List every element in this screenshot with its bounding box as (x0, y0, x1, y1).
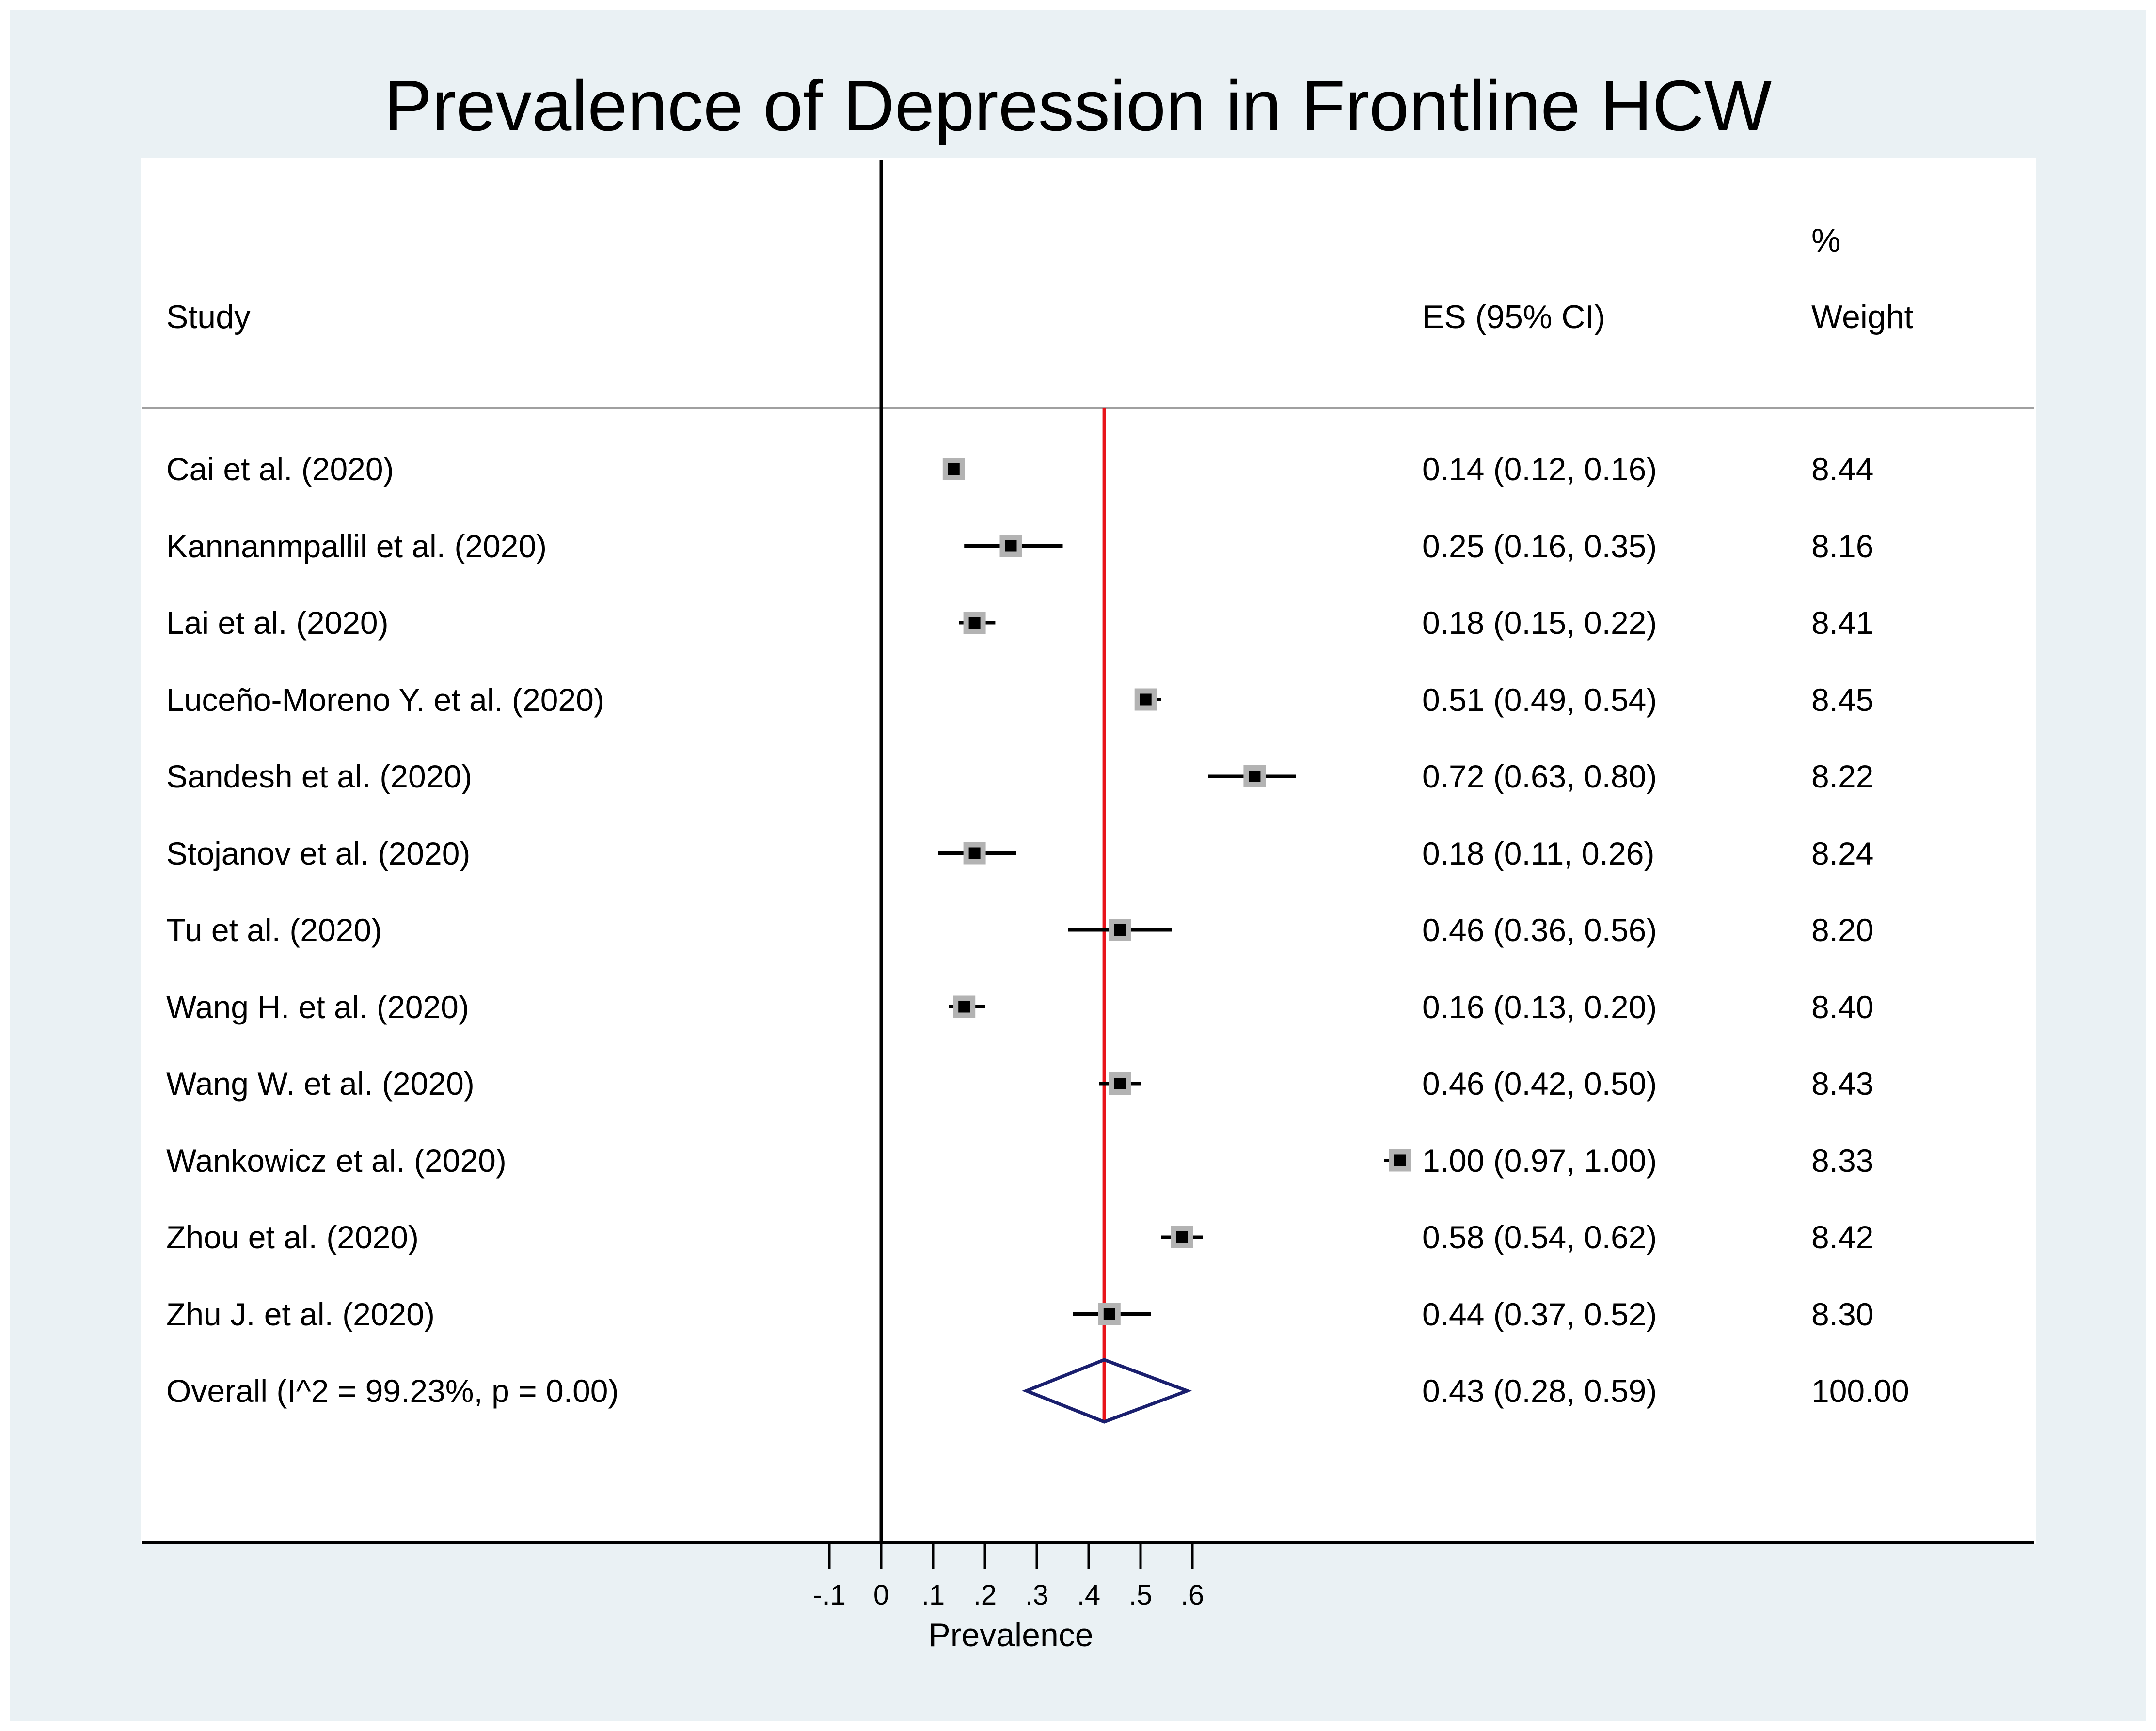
study-name: Wang H. et al. (2020) (166, 989, 469, 1025)
study-name: Kannanmpallil et al. (2020) (166, 528, 547, 564)
point-estimate (1005, 540, 1017, 552)
study-name: Wankowicz et al. (2020) (166, 1142, 507, 1179)
study-weight: 8.24 (1811, 835, 1874, 871)
study-weight: 8.16 (1811, 528, 1874, 564)
chart-title: Prevalence of Depression in Frontline HC… (384, 66, 1772, 146)
study-weight: 8.22 (1811, 758, 1874, 794)
study-weight: 8.45 (1811, 681, 1874, 718)
point-estimate (968, 617, 981, 629)
point-estimate (1114, 1078, 1126, 1089)
point-estimate (958, 1001, 970, 1013)
study-weight: 8.20 (1811, 912, 1874, 948)
study-name: Lai et al. (2020) (166, 605, 389, 641)
point-estimate (1140, 693, 1152, 706)
study-es-ci: 0.46 (0.36, 0.56) (1422, 912, 1657, 948)
header-weight-percent: % (1811, 222, 1841, 259)
x-tick-label: .5 (1129, 1579, 1152, 1611)
study-name: Zhu J. et al. (2020) (166, 1296, 435, 1332)
study-es-ci: 0.25 (0.16, 0.35) (1422, 528, 1657, 564)
study-es-ci: 0.18 (0.15, 0.22) (1422, 605, 1657, 641)
point-estimate (1114, 924, 1126, 936)
x-tick-label: -.1 (813, 1579, 846, 1611)
x-tick-label: .3 (1025, 1579, 1048, 1611)
study-name: Stojanov et al. (2020) (166, 835, 471, 871)
x-tick-label: .1 (921, 1579, 945, 1611)
header-study: Study (166, 299, 251, 335)
study-weight: 8.43 (1811, 1066, 1874, 1102)
overall-es-ci: 0.43 (0.28, 0.59) (1422, 1373, 1657, 1409)
study-name: Sandesh et al. (2020) (166, 758, 473, 794)
overall-label: Overall (I^2 = 99.23%, p = 0.00) (166, 1373, 619, 1409)
header-es: ES (95% CI) (1422, 299, 1605, 335)
header-weight: Weight (1811, 299, 1914, 335)
study-es-ci: 0.18 (0.11, 0.26) (1422, 835, 1655, 871)
point-estimate (1176, 1231, 1188, 1243)
study-weight: 8.41 (1811, 605, 1874, 641)
study-weight: 8.40 (1811, 989, 1874, 1025)
study-name: Tu et al. (2020) (166, 912, 382, 948)
study-es-ci: 0.16 (0.13, 0.20) (1422, 989, 1657, 1025)
study-es-ci: 1.00 (0.97, 1.00) (1422, 1142, 1657, 1179)
study-es-ci: 0.51 (0.49, 0.54) (1422, 681, 1657, 718)
study-name: Cai et al. (2020) (166, 451, 394, 487)
overall-weight: 100.00 (1811, 1373, 1909, 1409)
study-name: Luceño-Moreno Y. et al. (2020) (166, 681, 604, 718)
point-estimate (1394, 1154, 1406, 1166)
study-es-ci: 0.58 (0.54, 0.62) (1422, 1219, 1657, 1255)
study-name: Wang W. et al. (2020) (166, 1066, 475, 1102)
point-estimate (1103, 1308, 1115, 1320)
study-weight: 8.33 (1811, 1142, 1874, 1179)
study-es-ci: 0.44 (0.37, 0.52) (1422, 1296, 1657, 1332)
study-weight: 8.42 (1811, 1219, 1874, 1255)
x-axis-label: Prevalence (928, 1617, 1094, 1653)
study-name: Zhou et al. (2020) (166, 1219, 419, 1255)
point-estimate (948, 463, 960, 475)
study-es-ci: 0.72 (0.63, 0.80) (1422, 758, 1657, 794)
x-tick-label: 0 (873, 1579, 889, 1611)
point-estimate (1249, 771, 1261, 782)
x-tick-label: .2 (973, 1579, 997, 1611)
x-tick-label: .4 (1077, 1579, 1100, 1611)
study-weight: 8.44 (1811, 451, 1874, 487)
study-es-ci: 0.46 (0.42, 0.50) (1422, 1066, 1657, 1102)
overall-diamond (1022, 1358, 1192, 1424)
study-weight: 8.30 (1811, 1296, 1874, 1332)
x-tick-label: .6 (1181, 1579, 1204, 1611)
study-es-ci: 0.14 (0.12, 0.16) (1422, 451, 1657, 487)
point-estimate (968, 847, 981, 859)
